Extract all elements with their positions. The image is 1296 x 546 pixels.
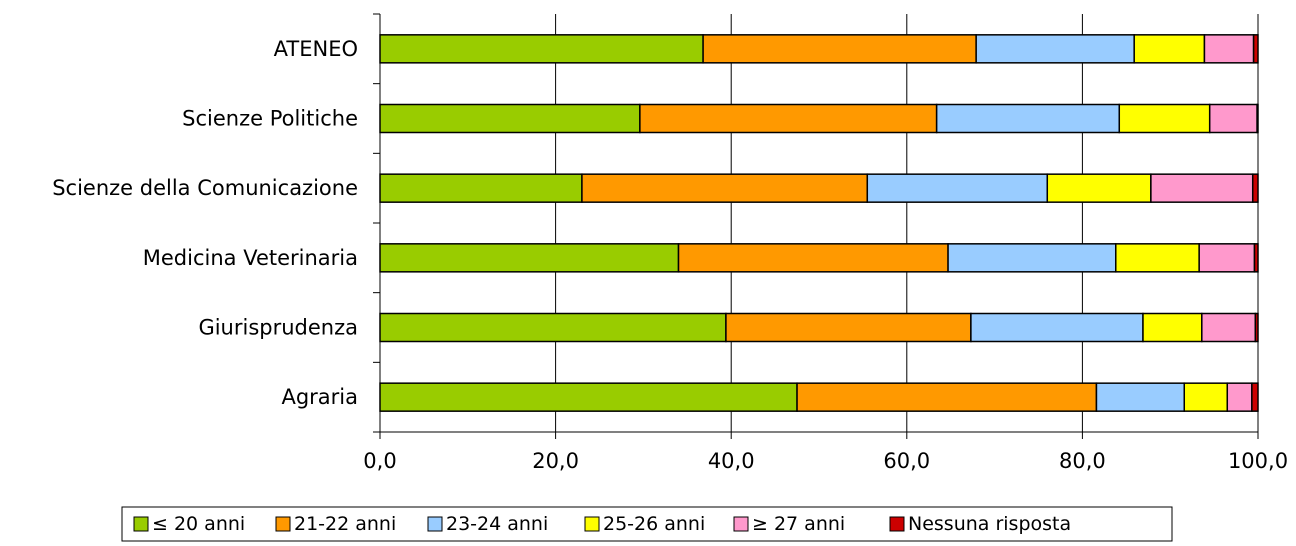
x-tick-label: 80,0 bbox=[1059, 449, 1106, 473]
axes bbox=[373, 13, 1259, 439]
bar-segment bbox=[1150, 173, 1254, 203]
x-tick-label: 20,0 bbox=[532, 449, 579, 473]
x-tick-label: 60,0 bbox=[883, 449, 930, 473]
category-label: Agraria bbox=[281, 385, 358, 409]
bar-segment bbox=[379, 103, 641, 134]
bar-segment bbox=[379, 173, 583, 203]
bar-segment bbox=[581, 173, 869, 203]
bar-segment bbox=[1203, 34, 1255, 64]
bar-segment bbox=[1118, 103, 1211, 134]
bar-segment bbox=[1251, 173, 1259, 203]
category-label: Medicina Veterinaria bbox=[143, 246, 358, 270]
bar-segment bbox=[379, 382, 798, 412]
category-label: Scienze della Comunicazione bbox=[52, 176, 358, 200]
bar-segment bbox=[702, 34, 977, 64]
legend-swatch bbox=[733, 516, 749, 532]
bar-segment bbox=[379, 312, 727, 343]
category-label: Scienze Politiche bbox=[182, 107, 358, 131]
bar-segment bbox=[639, 103, 938, 134]
x-tick-label: 0,0 bbox=[363, 449, 396, 473]
x-tick-labels: 0,0 20,0 40,0 60,0 80,0 100,0 bbox=[363, 449, 1288, 473]
bar-segment bbox=[1142, 312, 1203, 343]
bar-segment bbox=[379, 34, 704, 64]
bar-segment bbox=[1183, 382, 1229, 412]
legend: ≤ 20 anni 21-22 anni 23-24 anni 25-26 anni ≥… bbox=[121, 506, 1173, 542]
legend-label: Nessuna risposta bbox=[908, 513, 1071, 535]
bar-segment bbox=[1253, 243, 1259, 273]
bar-segment bbox=[1095, 382, 1185, 412]
legend-swatch bbox=[427, 516, 443, 532]
legend-label: 25-26 anni bbox=[603, 513, 705, 535]
bar-segment bbox=[1226, 382, 1253, 412]
legend-box bbox=[121, 506, 1173, 542]
bar-segment bbox=[935, 103, 1121, 134]
legend-label: 21-22 anni bbox=[294, 513, 396, 535]
x-tick-label: 40,0 bbox=[708, 449, 755, 473]
category-labels: ATENEO Scienze Politiche Scienze della Com… bbox=[52, 37, 358, 409]
legend-label: 23-24 anni bbox=[446, 513, 548, 535]
bar-segment bbox=[1046, 173, 1152, 203]
bar-segment bbox=[725, 312, 972, 343]
legend-swatch bbox=[889, 516, 905, 532]
bar-segment bbox=[1133, 34, 1206, 64]
x-tick-label: 100,0 bbox=[1228, 449, 1288, 473]
legend-swatch bbox=[275, 516, 291, 532]
bar-segment bbox=[677, 243, 949, 273]
legend-label: ≥ 27 anni bbox=[752, 513, 845, 535]
bar-segment bbox=[796, 382, 1098, 412]
category-label: Giurisprudenza bbox=[198, 316, 358, 340]
bar-segment bbox=[970, 312, 1144, 343]
bar-segment bbox=[379, 243, 680, 273]
bar-segment bbox=[1252, 34, 1259, 64]
bar-segment bbox=[975, 34, 1135, 64]
bars-layer bbox=[379, 34, 1259, 412]
bar-segment bbox=[866, 173, 1049, 203]
legend-swatch bbox=[584, 516, 600, 532]
bar-segment bbox=[1198, 243, 1256, 273]
gridlines bbox=[555, 14, 1259, 432]
bar-segment bbox=[1254, 312, 1259, 343]
bar-segment bbox=[1115, 243, 1200, 273]
category-label: ATENEO bbox=[274, 37, 358, 61]
bar-segment bbox=[1256, 103, 1259, 134]
bar-segment bbox=[1201, 312, 1257, 343]
bar-segment bbox=[1208, 103, 1258, 134]
legend-swatch bbox=[133, 516, 149, 532]
legend-label: ≤ 20 anni bbox=[152, 513, 245, 535]
bar-segment bbox=[1251, 382, 1259, 412]
bar-segment bbox=[947, 243, 1117, 273]
